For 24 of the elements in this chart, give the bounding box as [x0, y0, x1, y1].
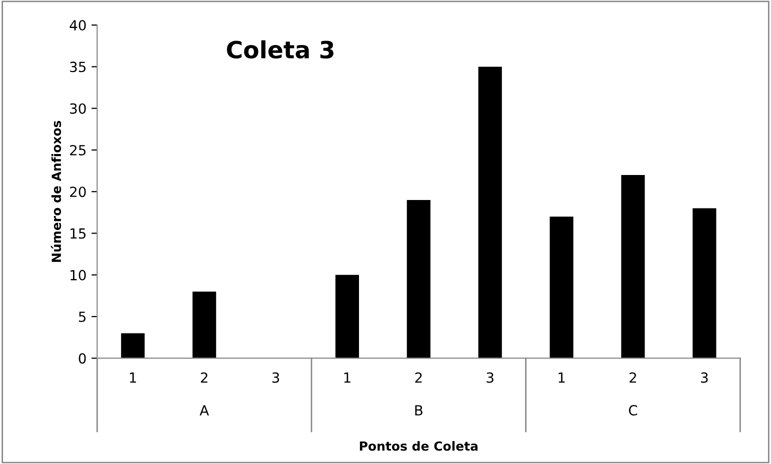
y-tick-label: 20 [70, 186, 86, 198]
y-tick-label: 15 [70, 228, 86, 239]
x-axis-title: Pontos de Coleta [360, 441, 478, 451]
x-tick-label: 1 [558, 372, 565, 383]
x-tick-label: 2 [415, 372, 422, 383]
y-tick-label: 35 [70, 62, 86, 72]
x-tick-label: 1 [344, 372, 350, 383]
x-tick-label: 3 [486, 372, 494, 383]
x-tick-label: 2 [200, 372, 208, 383]
x-tick-label: 1 [130, 372, 136, 383]
text: Coleta 3 [226, 40, 334, 59]
y-tick-label: 5 [78, 312, 86, 322]
text: B [415, 405, 422, 416]
text: A [200, 405, 209, 416]
y-tick-label: 0 [78, 353, 86, 364]
y-tick-label: 10 [70, 270, 86, 280]
y-tick-label: 40 [70, 20, 86, 31]
y-tick-label: 25 [70, 144, 86, 156]
x-tick-label: 3 [701, 372, 708, 383]
x-tick-label: 3 [272, 372, 280, 383]
y-axis-title: Número de Anfioxos [50, 120, 62, 262]
text: C [628, 405, 638, 416]
x-tick-label: 2 [630, 372, 636, 383]
y-tick-label: 30 [70, 103, 86, 114]
